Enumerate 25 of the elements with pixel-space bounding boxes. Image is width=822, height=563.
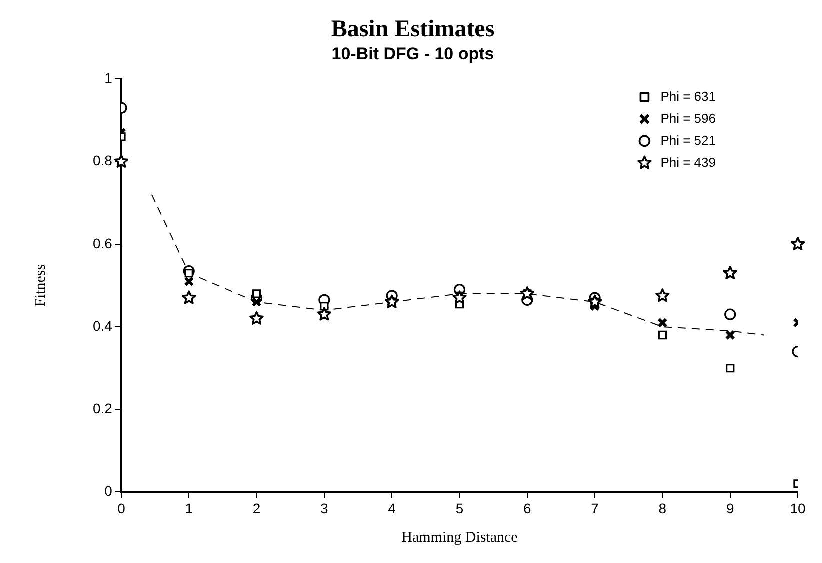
x-tick-label: 5 (456, 500, 464, 516)
x-tick-label: 1 (185, 500, 194, 516)
y-tick-label: 0.2 (92, 400, 113, 416)
y-axis-title: Fitness (32, 264, 49, 307)
x-tick-label: 9 (726, 500, 734, 516)
chart-subtitle: 10-Bit DFG - 10 opts (332, 44, 494, 64)
x-tick-label: 4 (388, 500, 396, 516)
chart-title: Basin Estimates (331, 16, 495, 43)
y-tick-label: 0.4 (92, 318, 113, 334)
y-tick-label: 1 (104, 70, 113, 86)
x-tick-label: 6 (523, 500, 532, 516)
x-tick-label: 0 (118, 500, 126, 516)
legend-label: Phi = 631 (660, 88, 716, 104)
x-tick-label: 7 (591, 500, 600, 516)
y-tick-label: 0 (104, 483, 113, 500)
y-tick-label: 0.8 (92, 152, 113, 169)
legend-label: Phi = 521 (660, 132, 716, 148)
legend-label: Phi = 439 (660, 154, 716, 170)
x-tick-label: 2 (252, 500, 261, 516)
legend-label: Phi = 596 (660, 110, 716, 126)
x-tick-label: 3 (320, 500, 329, 516)
x-tick-label: 10 (790, 500, 806, 516)
x-tick-label: 8 (658, 500, 667, 516)
x-axis-title: Hamming Distance (402, 530, 518, 546)
y-tick-label: 0.6 (92, 235, 113, 252)
